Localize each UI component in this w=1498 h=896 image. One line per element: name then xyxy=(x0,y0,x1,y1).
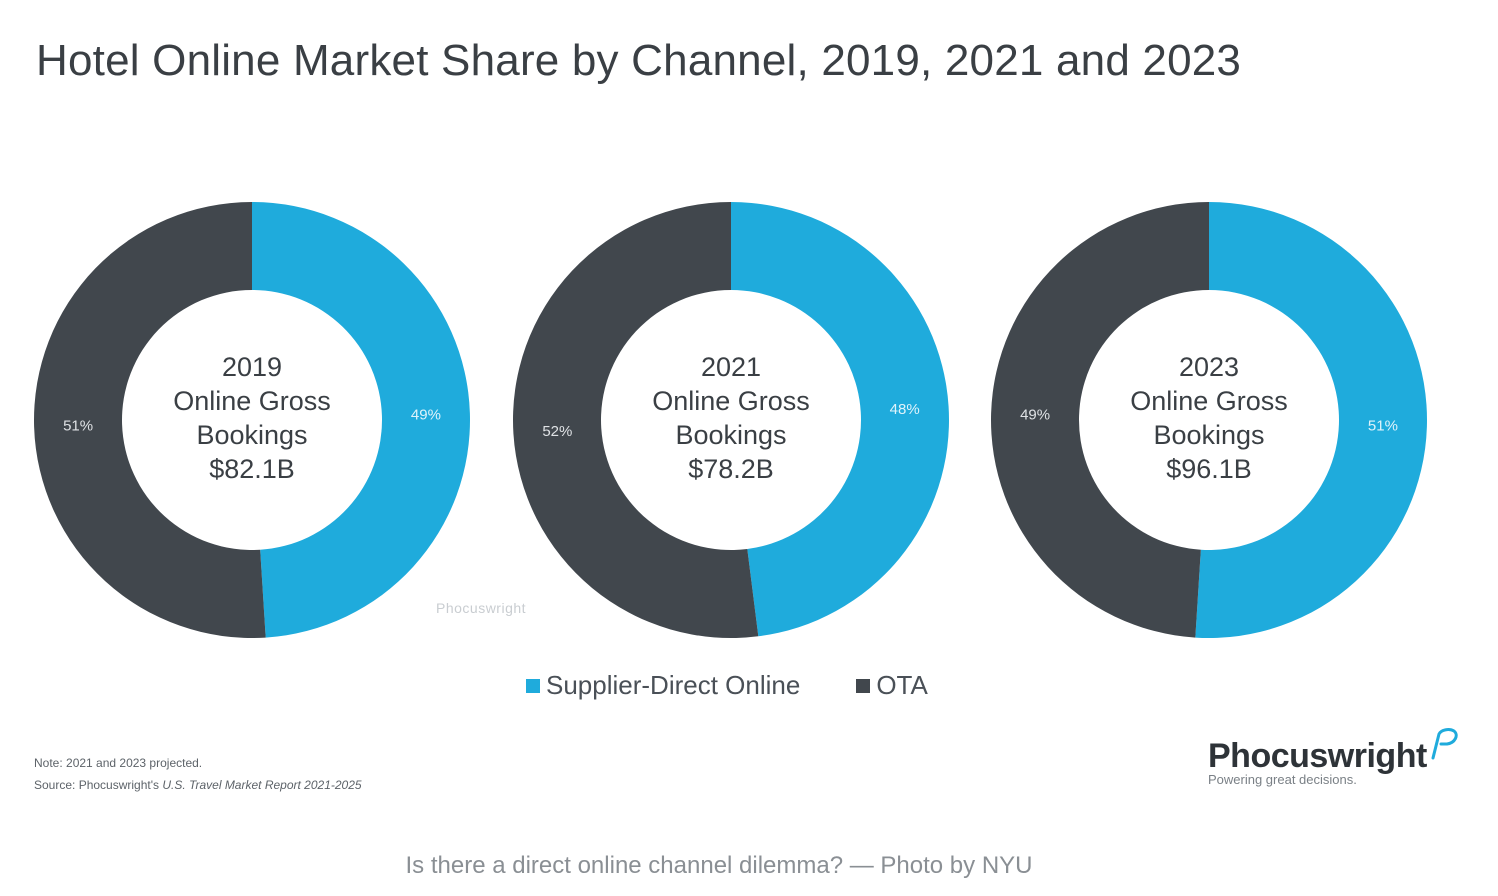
slice-label-2019-supplier-direct: 49% xyxy=(411,407,441,424)
legend-swatch-ota xyxy=(856,678,871,693)
source-title: U.S. Travel Market Report 2021-2025 xyxy=(162,778,362,792)
donut-2023: 51% 49% 2023 Online Gross Bookings $96.1B xyxy=(991,202,1428,638)
slice-2021-supplier-direct xyxy=(731,202,949,637)
center-label-2-2021: Bookings xyxy=(675,420,786,450)
watermark: Phocuswright xyxy=(436,600,527,616)
note-text: Note: 2021 and 2023 projected. xyxy=(34,756,203,770)
brand-tagline: Powering great decisions. xyxy=(1208,772,1357,787)
chart-figure: Hotel Online Market Share by Channel, 20… xyxy=(33,36,1459,796)
slice-2019-ota xyxy=(33,202,266,638)
slice-2019-supplier-direct xyxy=(252,202,470,638)
slice-label-2021-ota: 52% xyxy=(542,423,572,440)
center-total-2023: $96.1B xyxy=(1166,454,1252,484)
legend: Supplier-Direct Online OTA xyxy=(526,670,984,701)
legend-swatch-supplier xyxy=(526,678,540,693)
photo-caption: Is there a direct online channel dilemma… xyxy=(405,852,1033,879)
center-label-2023: Online Gross xyxy=(1130,386,1288,416)
slice-label-2019-ota: 51% xyxy=(63,417,93,434)
donut-charts: 49% 51% 2019 Online Gross Bookings $82.1B 48% 5… xyxy=(33,202,1428,638)
chart-title: Hotel Online Market Share by Channel, 20… xyxy=(36,36,1242,85)
slice-label-2023-supplier-direct: 51% xyxy=(1368,417,1398,434)
brand-name: Phocuswright xyxy=(1208,737,1427,775)
slice-label-2021-supplier-direct: 48% xyxy=(890,401,920,418)
brand-logo: Phocuswright Powering great decisions. xyxy=(1208,728,1459,787)
slice-label-2023-ota: 49% xyxy=(1020,407,1050,424)
notes: Note: 2021 and 2023 projected. Source: P… xyxy=(34,752,362,796)
center-total-2021: $78.2B xyxy=(688,454,774,484)
brand-swoosh-icon xyxy=(1431,728,1458,760)
center-label-2019: Online Gross xyxy=(173,386,331,416)
center-label-2021: Online Gross xyxy=(652,386,810,416)
donut-2021: 48% 52% 2021 Online Gross Bookings $78.2B xyxy=(512,202,949,638)
slice-2023-ota xyxy=(991,202,1209,638)
legend-label-ota: OTA xyxy=(876,670,928,700)
legend-label-supplier: Supplier-Direct Online xyxy=(546,670,801,700)
center-year-2019: 2019 xyxy=(222,352,282,382)
legend-item-ota: OTA xyxy=(856,670,928,701)
center-year-2023: 2023 xyxy=(1179,352,1239,382)
center-label-2-2019: Bookings xyxy=(196,420,307,450)
slice-2023-supplier-direct xyxy=(1195,202,1428,638)
donut-2019: 49% 51% 2019 Online Gross Bookings $82.1B xyxy=(33,202,470,638)
source-prefix: Source: Phocuswright's xyxy=(34,778,163,792)
center-year-2021: 2021 xyxy=(701,352,761,382)
source-text: Source: Phocuswright's U.S. Travel Marke… xyxy=(34,774,362,796)
center-label-2-2023: Bookings xyxy=(1153,420,1264,450)
slice-2021-ota xyxy=(512,202,759,638)
legend-item-supplier: Supplier-Direct Online xyxy=(526,670,800,701)
center-total-2019: $82.1B xyxy=(209,454,295,484)
